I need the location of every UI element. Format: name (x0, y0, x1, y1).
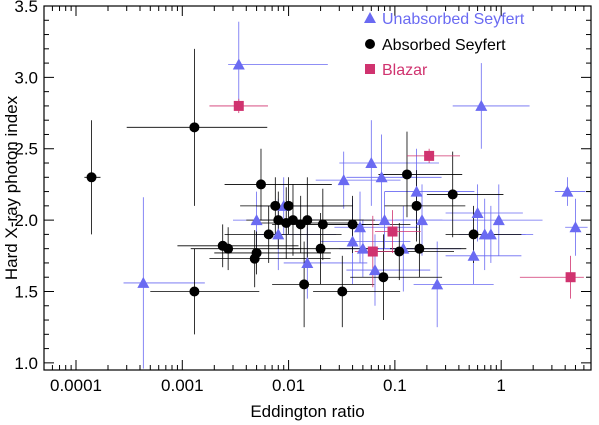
triangle-point (232, 58, 245, 70)
circle-point (189, 286, 200, 297)
y-axis-title: Hard X-ray photon index (2, 95, 21, 280)
x-tick-label: 0.01 (272, 376, 305, 395)
circle-point (468, 229, 479, 240)
triangle-point (137, 276, 150, 288)
triangle-point (365, 157, 378, 169)
legend-label: Unabsorbed Seyfert (382, 11, 525, 28)
circle-point (263, 229, 274, 240)
error-bars (84, 21, 588, 369)
triangle-point (356, 242, 369, 254)
triangle-point (337, 174, 350, 186)
circle-point (337, 286, 348, 297)
circle-point (411, 200, 422, 211)
triangle-point (354, 221, 367, 233)
circle-point (223, 243, 234, 254)
triangle-point (561, 185, 574, 197)
triangle-point (346, 235, 359, 247)
legend-label: Absorbed Seyfert (382, 37, 506, 54)
x-tick-label: 0.0001 (50, 376, 102, 395)
circle-point (447, 189, 458, 200)
triangle-point (301, 256, 314, 268)
y-tick-label: 1.0 (14, 354, 38, 373)
circle-point (299, 279, 310, 290)
circle-point (270, 200, 281, 211)
triangle-point (431, 278, 444, 290)
x-tick-label: 0.001 (161, 376, 204, 395)
square-point (387, 226, 398, 237)
y-tick-label: 2.5 (14, 140, 38, 159)
axes: 0.0001 0.001 0.01 0.1 1 1.0 1.5 2.0 2.5 3.0 3.5 Edd… (2, 0, 592, 421)
data-markers (86, 58, 582, 297)
triangle-point (416, 214, 429, 226)
circle-point (189, 122, 200, 133)
x-axis-title: Eddington ratio (250, 402, 364, 421)
square-point (233, 100, 244, 111)
triangle-point (569, 221, 582, 233)
triangle-point (492, 214, 505, 226)
legend-triangle-marker (364, 12, 376, 23)
legend: Unabsorbed Seyfert Absorbed Seyfert Blazar (364, 11, 525, 79)
legend-label: Blazar (382, 62, 428, 79)
triangle-point (467, 249, 480, 261)
circle-point (315, 243, 326, 254)
circle-point (378, 272, 389, 283)
circle-point (251, 247, 262, 258)
circle-point (394, 246, 405, 257)
x-tick-label: 0.1 (383, 376, 407, 395)
circle-point (401, 169, 412, 180)
y-tick-label: 2.0 (14, 211, 38, 230)
triangle-point (368, 264, 381, 276)
triangle-point (250, 214, 263, 226)
x-tick-label: 1 (496, 376, 505, 395)
circle-point (317, 219, 328, 230)
triangle-point (272, 228, 285, 240)
circle-point (86, 172, 97, 183)
triangle-point (484, 228, 497, 240)
y-tick-label: 3.0 (14, 68, 38, 87)
circle-point (287, 215, 298, 226)
y-tick-label: 3.5 (14, 0, 38, 16)
circle-point (273, 215, 284, 226)
circle-point (302, 215, 313, 226)
legend-circle-marker (365, 39, 375, 49)
square-point (565, 272, 576, 283)
triangle-point (471, 206, 484, 218)
circle-point (414, 243, 425, 254)
circle-point (347, 219, 358, 230)
legend-square-marker (365, 64, 375, 74)
triangle-point (378, 214, 391, 226)
y-tick-label: 1.5 (14, 282, 38, 301)
square-point (367, 246, 378, 257)
triangle-point (410, 185, 423, 197)
circle-point (283, 200, 294, 211)
plot-frame (43, 5, 592, 371)
triangle-point (475, 99, 488, 111)
triangle-point (375, 171, 388, 183)
circle-point (255, 179, 266, 190)
square-point (424, 150, 435, 161)
